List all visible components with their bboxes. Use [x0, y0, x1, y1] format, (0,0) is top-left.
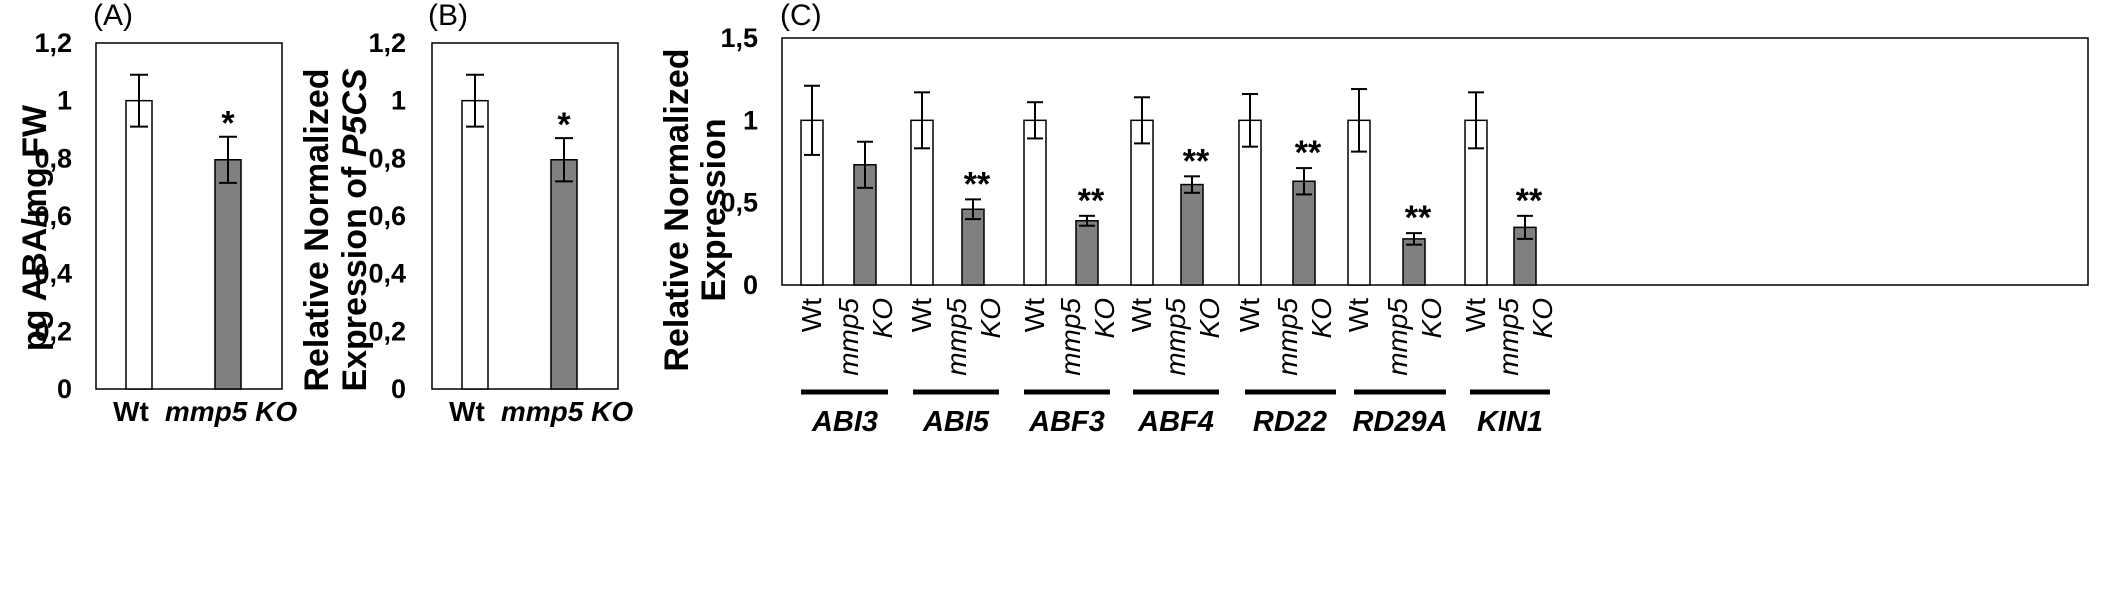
panel-c-ytick-1: 0,5 — [720, 188, 758, 218]
panel-c-xlabel-wt-5: Wt — [1343, 298, 1374, 332]
panel-c-gene-rd22: RD22 — [1253, 406, 1327, 438]
panel-c-significance-abi5: ** — [964, 165, 991, 203]
panel-a-bar-0 — [125, 99, 153, 390]
panel-a-ytick-5: 1 — [57, 86, 72, 116]
panel-b-ytick-6: 1,2 — [368, 28, 406, 58]
panel-b-bar-1 — [550, 159, 578, 390]
panel-b-ylabel-line-1: Expression of P5CS — [336, 68, 374, 391]
panel-a-label: (A) — [93, 0, 133, 32]
panel-c-bar-abf3-1 — [1075, 220, 1099, 286]
panel-b-ytick-1: 0,2 — [368, 316, 406, 346]
panel-c-xlabel-ko-6: KO — [1527, 298, 1558, 338]
panel-c-bar-rd22-1 — [1292, 180, 1316, 286]
panel-a-frame — [95, 42, 283, 390]
panel-c-gene-abi5: ABI5 — [922, 406, 990, 438]
panel-c-ylabel-line-0: Relative Normalized — [658, 48, 696, 371]
panel-c-xlabel-mmp5-6: mmp5 — [1493, 298, 1524, 376]
panel-c-ytick-2: 1 — [743, 105, 758, 135]
panel-c-significance-abf3: ** — [1078, 182, 1105, 220]
panel-c-gene-abf3: ABF3 — [1028, 406, 1105, 438]
panel-b-category-0: Wt — [449, 396, 485, 427]
panel-c-xlabel-mmp5-5: mmp5 — [1382, 298, 1413, 376]
panel-c-bar-abf4-0 — [1130, 119, 1154, 286]
panel-c-xlabel-wt-6: Wt — [1460, 298, 1491, 332]
panel-c-xlabel-mmp5-1: mmp5 — [941, 298, 972, 376]
panel-c-xlabel-wt-2: Wt — [1019, 298, 1050, 332]
panel-b-label: (B) — [428, 0, 468, 32]
panel-a-ytick-2: 0,4 — [34, 259, 72, 289]
panel-b-bar-0 — [461, 99, 489, 390]
panel-b-ylabel-line-0: Relative Normalized — [298, 68, 336, 391]
panel-a-ytick-1: 0,2 — [34, 316, 72, 346]
panel-c-ytick-3: 1,5 — [720, 23, 758, 53]
panel-b-ytick-3: 0,6 — [368, 201, 406, 231]
panel-c-xlabel-wt-4: Wt — [1234, 298, 1265, 332]
panel-b-ytick-2: 0,4 — [368, 259, 406, 289]
panel-c-gene-abi3: ABI3 — [811, 406, 878, 438]
panel-c-bar-rd29a-1 — [1402, 238, 1426, 286]
panel-c-xlabel-ko-4: KO — [1306, 298, 1337, 338]
panel-c-label: (C) — [780, 0, 822, 32]
panel-a-category-0: Wt — [113, 396, 149, 427]
panel-c-bar-abi5-1 — [961, 208, 985, 286]
panel-a-ytick-4: 0,8 — [34, 143, 72, 173]
panel-c-ylabel-line-1: Expression — [695, 118, 733, 301]
panel-c-ytick-0: 0 — [743, 270, 758, 300]
panel-b-category-1: mmp5 KO — [501, 396, 633, 427]
panel-c-xlabel-mmp5-4: mmp5 — [1272, 298, 1303, 376]
panel-b-significance-1: * — [557, 106, 571, 144]
panel-c-xlabel-ko-0: KO — [867, 298, 898, 338]
panel-c-xlabel-ko-2: KO — [1089, 298, 1120, 338]
panel-b-ytick-0: 0 — [391, 374, 406, 404]
panel-c-xlabel-mmp5-2: mmp5 — [1055, 298, 1086, 376]
panel-a-ytick-0: 0 — [57, 374, 72, 404]
panel-c-xlabel-mmp5-3: mmp5 — [1160, 298, 1191, 376]
panel-c-bar-abf4-1 — [1180, 183, 1204, 286]
panel-a-ytick-3: 0,6 — [34, 201, 72, 231]
panel-c-xlabel-wt-0: Wt — [796, 298, 827, 332]
panel-c-xlabel-ko-5: KO — [1416, 298, 1447, 338]
panel-a-ytick-6: 1,2 — [34, 28, 72, 58]
panel-c-gene-rd29a: RD29A — [1352, 406, 1447, 438]
panel-a-bar-1 — [214, 159, 242, 390]
panel-c-significance-rd22: ** — [1295, 134, 1322, 172]
panel-c-gene-kin1: KIN1 — [1477, 406, 1543, 438]
panel-b-ytick-5: 1 — [391, 86, 406, 116]
panel-c-significance-rd29a: ** — [1405, 199, 1432, 237]
panel-b-ytick-4: 0,8 — [368, 143, 406, 173]
panel-a-category-1: mmp5 KO — [165, 396, 297, 427]
panel-a-ylabel: pg ABA/mg FW — [16, 104, 54, 351]
panel-c-xlabel-ko-1: KO — [975, 298, 1006, 338]
panel-c-xlabel-mmp5-0: mmp5 — [833, 298, 864, 376]
panel-c-frame — [781, 37, 2089, 286]
panel-c-xlabel-wt-3: Wt — [1126, 298, 1157, 332]
panel-c-significance-abf4: ** — [1183, 142, 1210, 180]
panel-c-xlabel-ko-3: KO — [1194, 298, 1225, 338]
panel-a-significance-1: * — [221, 105, 235, 143]
panel-b-frame — [431, 42, 619, 390]
panel-c-xlabel-wt-1: Wt — [906, 298, 937, 332]
panel-c-bar-abf3-0 — [1023, 119, 1047, 286]
panel-c-significance-kin1: ** — [1516, 182, 1543, 220]
panel-c-gene-abf4: ABF4 — [1137, 406, 1214, 438]
